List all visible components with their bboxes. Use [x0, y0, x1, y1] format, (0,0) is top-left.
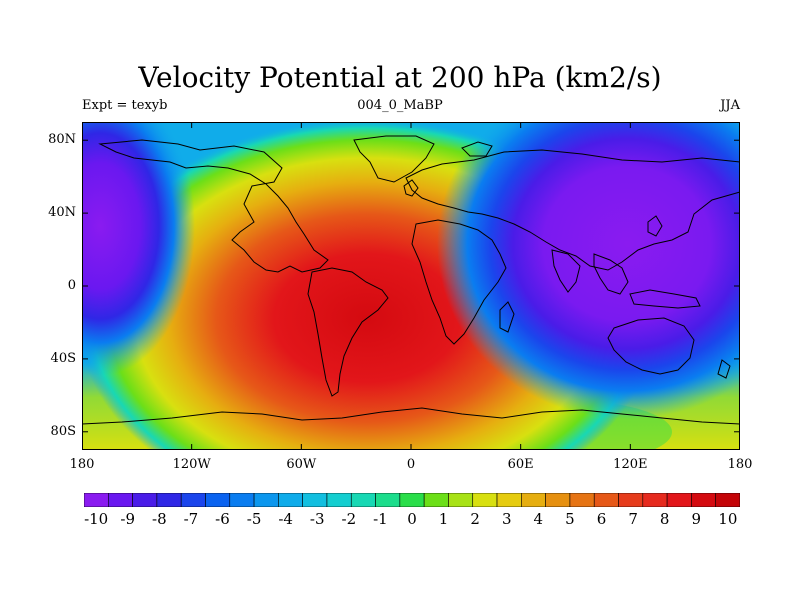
- colorbar-box: [569, 492, 595, 508]
- map-panel: [81, 122, 741, 450]
- x-tick-label: 0: [406, 457, 416, 472]
- colorbar-label: -10: [84, 510, 109, 528]
- colorbar-box: [521, 492, 546, 508]
- colorbar-box: [618, 492, 644, 508]
- colorbar-label: -9: [120, 510, 136, 528]
- colorbar-box: [666, 492, 692, 508]
- colorbar-box: [180, 492, 206, 508]
- colorbar-box: [715, 492, 741, 508]
- coast-uk: [403, 179, 419, 197]
- colorbar-box: [593, 492, 619, 508]
- x-tick-label: 180: [727, 457, 753, 472]
- coast-arctic-islands: [461, 141, 493, 157]
- colorbar-label: 3: [501, 510, 512, 528]
- y-tick-label: 40S: [50, 350, 76, 366]
- case-label: 004_0_MaBP: [357, 98, 443, 113]
- coast-greenland: [353, 135, 435, 183]
- colorbar-box: [205, 492, 231, 508]
- coast-japan: [647, 215, 663, 237]
- coast-antarctica: [82, 407, 740, 425]
- coast-new-zealand: [717, 359, 731, 379]
- colorbar-label: -4: [278, 510, 293, 528]
- colorbar-label: -8: [152, 510, 167, 528]
- colorbar-box: [423, 492, 449, 508]
- colorbar-box: [472, 492, 498, 508]
- coast-southeast-asia: [593, 253, 629, 295]
- colorbar-label: -7: [183, 510, 199, 528]
- colorbar-box: [448, 492, 474, 508]
- colorbar-label: 2: [470, 510, 480, 528]
- field-layer: [82, 122, 740, 450]
- colorbar-box: [399, 492, 425, 508]
- colorbar-label: -6: [215, 510, 230, 528]
- x-tick-label: 180: [69, 457, 95, 472]
- coast-australia: [607, 317, 695, 375]
- coast-europe-asia: [405, 149, 740, 271]
- y-tick-label: 80N: [48, 132, 76, 148]
- colorbar-label: 7: [628, 510, 638, 528]
- colorbar-label: 9: [691, 510, 702, 528]
- colorbar-label: 6: [596, 510, 607, 528]
- colorbar-box: [253, 492, 279, 508]
- x-tick-label: 120E: [613, 457, 648, 472]
- coast-africa: [411, 219, 507, 345]
- x-tick-label: 120W: [172, 457, 211, 472]
- experiment-label: Expt = texyb: [82, 98, 168, 113]
- colorbar-label: 1: [438, 510, 449, 528]
- negative-center-west: [82, 122, 195, 376]
- colorbar-box: [545, 492, 571, 508]
- colorbar-label: -5: [246, 510, 262, 528]
- coast-indonesia: [629, 289, 701, 309]
- colorbar-box: [132, 492, 158, 508]
- colorbar-boxes: [83, 492, 741, 508]
- colorbar-box: [107, 492, 133, 508]
- colorbar-box: [156, 492, 182, 508]
- chart-title: Velocity Potential at 200 hPa (km2/s): [138, 61, 662, 94]
- tick-marks: [81, 122, 741, 450]
- map-plot: [81, 122, 741, 450]
- colorbar-label: 4: [533, 510, 544, 528]
- colorbar-label: 10: [718, 510, 738, 528]
- colorbar-box: [326, 492, 352, 508]
- x-tick-label: 60E: [507, 457, 534, 472]
- colorbar-label: 0: [407, 510, 417, 528]
- colorbar-box: [691, 492, 717, 508]
- colorbar-box: [229, 492, 255, 508]
- coast-north-america: [98, 139, 329, 273]
- colorbar-label: 5: [565, 510, 575, 528]
- coast-madagascar: [499, 301, 515, 333]
- season-label: JJA: [720, 98, 740, 113]
- y-tick-label: 0: [67, 278, 76, 293]
- colorbar-box: [496, 492, 522, 508]
- coast-india: [551, 249, 581, 293]
- y-tick-label: 80S: [50, 423, 76, 439]
- coast-south-america: [307, 267, 389, 397]
- colorbar-box: [302, 492, 328, 508]
- colorbar-box: [375, 492, 401, 508]
- colorbar: [83, 492, 741, 508]
- y-tick-label: 40N: [48, 205, 76, 221]
- negative-center-east: [437, 122, 740, 419]
- colorbar-label: -1: [373, 510, 388, 528]
- colorbar-label: -2: [341, 510, 357, 528]
- colorbar-box: [642, 492, 668, 508]
- colorbar-box: [83, 492, 109, 508]
- colorbar-label: -3: [309, 510, 325, 528]
- colorbar-box: [350, 492, 376, 508]
- colorbar-label: 8: [659, 510, 670, 528]
- x-tick-label: 60W: [286, 457, 317, 472]
- colorbar-box: [278, 492, 303, 508]
- coastlines: [82, 135, 740, 425]
